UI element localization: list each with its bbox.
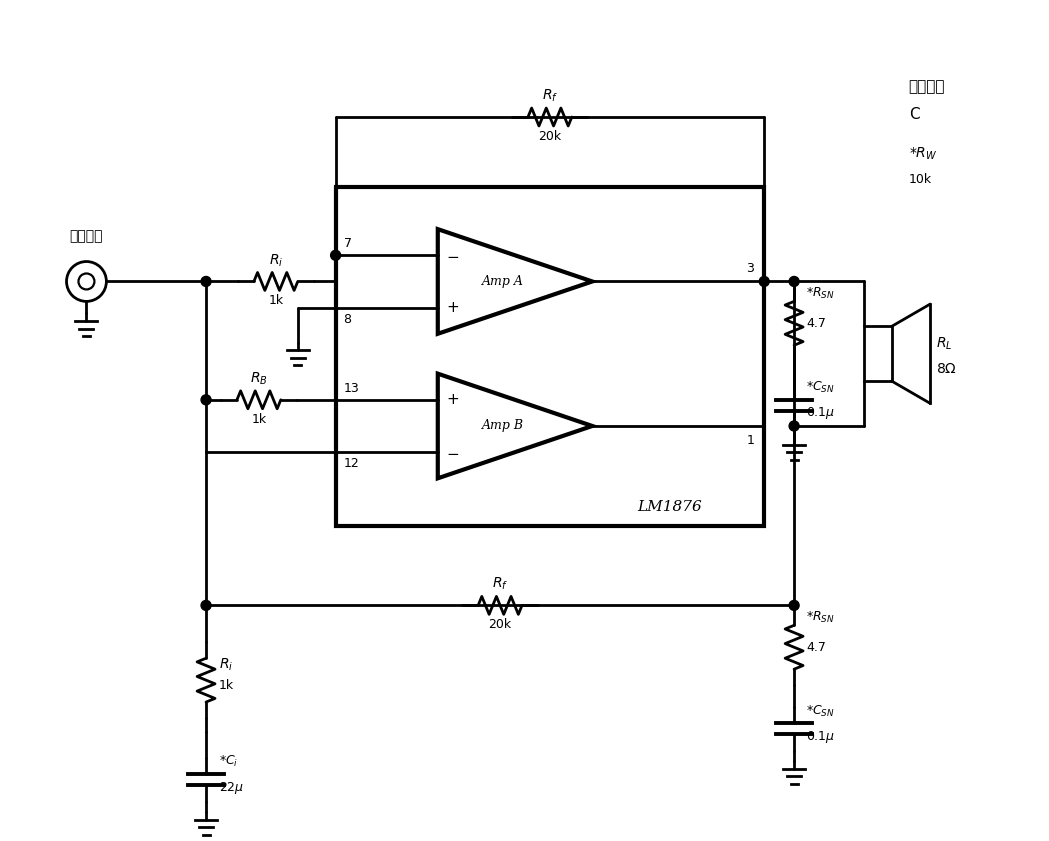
Text: 20k: 20k — [538, 130, 561, 143]
Text: C: C — [908, 107, 919, 121]
Text: LM1876: LM1876 — [637, 500, 702, 514]
Text: 8$\Omega$: 8$\Omega$ — [936, 362, 957, 376]
Text: $R_f$: $R_f$ — [541, 87, 558, 104]
Text: 0.1$\mu$: 0.1$\mu$ — [806, 405, 835, 421]
Text: $*C_i$: $*C_i$ — [219, 754, 238, 770]
Circle shape — [330, 251, 341, 260]
Text: 1: 1 — [747, 434, 754, 447]
Circle shape — [759, 277, 769, 287]
Text: 8: 8 — [344, 313, 351, 325]
Circle shape — [201, 600, 211, 611]
Text: $-$: $-$ — [446, 248, 459, 262]
Text: 1k: 1k — [269, 294, 283, 308]
Text: $+$: $+$ — [446, 392, 459, 407]
Text: 1k: 1k — [252, 413, 266, 426]
Text: 13: 13 — [344, 382, 360, 394]
Text: $R_f$: $R_f$ — [492, 576, 508, 592]
Text: $R_B$: $R_B$ — [250, 371, 267, 387]
Text: $*R_{SN}$: $*R_{SN}$ — [806, 610, 835, 625]
Text: 音频输入: 音频输入 — [908, 80, 945, 94]
Text: $R_i$: $R_i$ — [219, 657, 233, 674]
Text: 4.7: 4.7 — [806, 641, 826, 653]
Bar — [336, 187, 765, 526]
Text: 1k: 1k — [219, 679, 234, 691]
Circle shape — [789, 600, 799, 611]
Bar — [864, 326, 892, 381]
Text: $*R_{SN}$: $*R_{SN}$ — [806, 286, 835, 301]
Text: 20k: 20k — [489, 618, 512, 632]
Text: 3: 3 — [747, 262, 754, 276]
Text: $R_i$: $R_i$ — [269, 252, 283, 268]
Circle shape — [789, 277, 799, 287]
Circle shape — [201, 277, 211, 287]
Text: 12: 12 — [344, 458, 360, 470]
Text: 7: 7 — [344, 237, 351, 251]
Text: $+$: $+$ — [446, 300, 459, 315]
Text: 音频输入: 音频输入 — [69, 230, 103, 244]
Text: Amp A: Amp A — [483, 275, 524, 288]
Text: $*R_W$: $*R_W$ — [908, 145, 937, 162]
Text: $-$: $-$ — [446, 445, 459, 460]
Circle shape — [789, 421, 799, 431]
Text: 22$\mu$: 22$\mu$ — [219, 780, 244, 796]
Circle shape — [201, 394, 211, 405]
Text: 10k: 10k — [908, 173, 932, 187]
Text: 4.7: 4.7 — [806, 317, 826, 330]
Text: $R_L$: $R_L$ — [936, 336, 952, 352]
Text: $*C_{SN}$: $*C_{SN}$ — [806, 379, 835, 394]
Text: Amp B: Amp B — [483, 420, 524, 432]
Text: 0.1$\mu$: 0.1$\mu$ — [806, 729, 835, 745]
Text: $*C_{SN}$: $*C_{SN}$ — [806, 703, 835, 718]
